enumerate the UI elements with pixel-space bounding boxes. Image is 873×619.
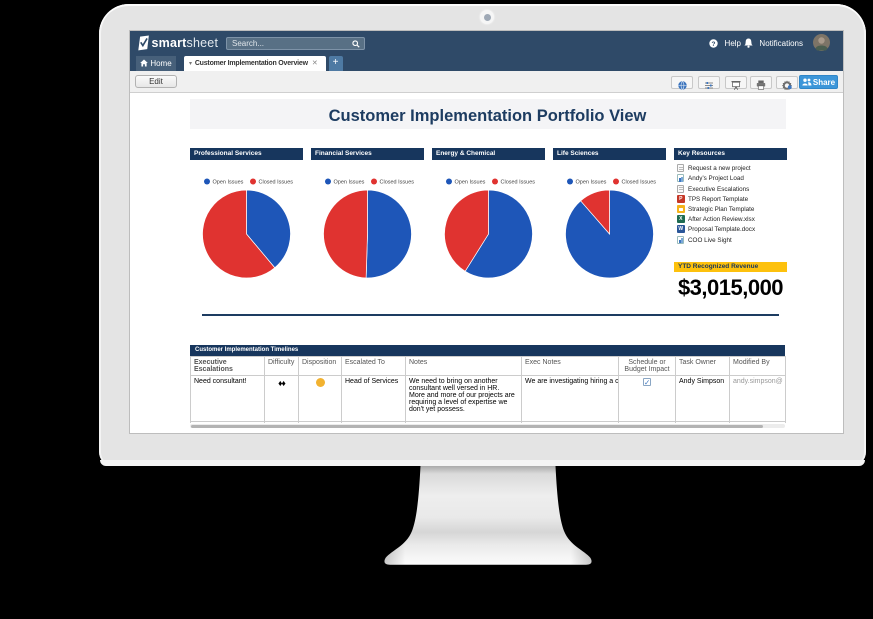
svg-text:Open Issues: Open Issues bbox=[576, 180, 607, 186]
svg-text:Open Issues: Open Issues bbox=[334, 180, 365, 186]
svg-text:Open Issues: Open Issues bbox=[455, 180, 486, 186]
svg-text:Open Issues: Open Issues bbox=[213, 180, 244, 186]
svg-text:Closed Issues: Closed Issues bbox=[501, 180, 536, 186]
svg-text:Closed Issues: Closed Issues bbox=[259, 180, 294, 186]
svg-text:Closed Issues: Closed Issues bbox=[380, 180, 415, 186]
svg-text:Closed Issues: Closed Issues bbox=[622, 180, 657, 186]
svg-text:?: ? bbox=[712, 40, 716, 47]
